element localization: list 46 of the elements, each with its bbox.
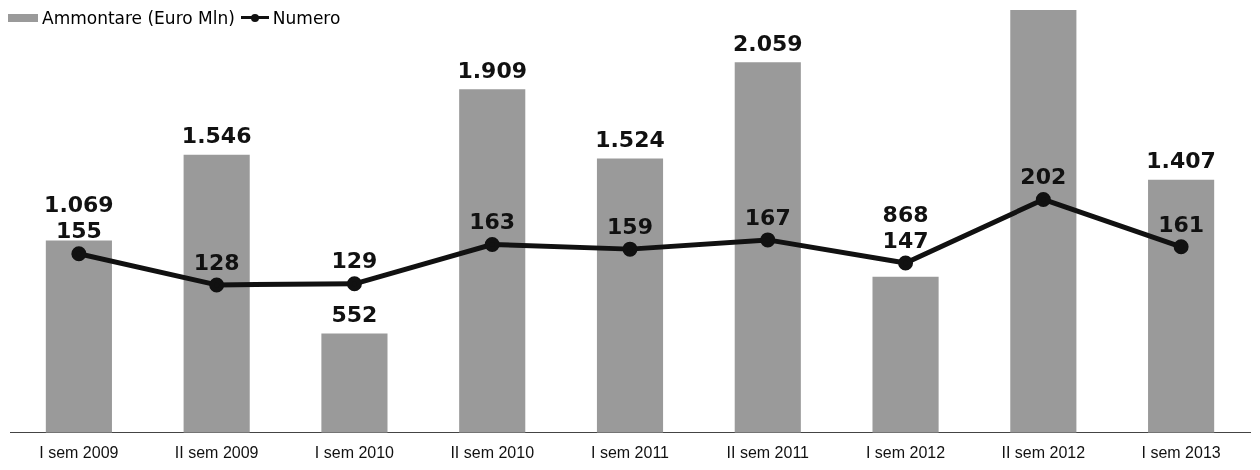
x-tick-label: II sem 2010 xyxy=(450,443,535,461)
data-label: 147 xyxy=(882,227,929,253)
x-tick-label: II sem 2009 xyxy=(174,443,259,461)
data-label: 128 xyxy=(193,249,240,275)
x-tick-label: I sem 2009 xyxy=(39,443,119,461)
data-label: 155 xyxy=(55,218,102,244)
bar xyxy=(321,333,388,433)
bar xyxy=(459,89,526,433)
point xyxy=(760,232,776,248)
point xyxy=(1173,239,1189,255)
x-tick-label: I sem 2011 xyxy=(591,443,670,461)
data-label: 1.524 xyxy=(595,127,665,153)
data-label: 161 xyxy=(1158,211,1205,237)
point xyxy=(622,241,638,257)
data-label: 159 xyxy=(607,213,653,239)
point xyxy=(346,276,362,292)
point xyxy=(71,246,87,262)
data-label: 1.069 xyxy=(44,192,114,218)
data-label: 129 xyxy=(331,248,378,274)
x-tick-label: I sem 2013 xyxy=(1141,443,1221,461)
bar xyxy=(45,240,112,433)
point xyxy=(209,277,225,293)
bar xyxy=(183,154,250,433)
bar xyxy=(872,276,939,433)
data-label: 868 xyxy=(882,201,929,227)
bar xyxy=(596,158,664,433)
data-label: 163 xyxy=(469,209,516,235)
point xyxy=(1035,191,1051,207)
point xyxy=(484,237,500,252)
bar xyxy=(1148,179,1215,433)
bar xyxy=(734,62,801,433)
data-label: 1.546 xyxy=(181,123,252,149)
legend-label: Numero xyxy=(272,8,341,28)
x-tick-label: I sem 2010 xyxy=(314,443,395,461)
data-label: 1.909 xyxy=(457,58,528,84)
data-label: 1.407 xyxy=(1146,148,1216,174)
x-tick-label: II sem 2012 xyxy=(1001,443,1086,461)
data-label: 552 xyxy=(331,302,378,328)
point xyxy=(898,255,914,271)
bar xyxy=(1010,10,1077,433)
data-label: 202 xyxy=(1020,164,1067,190)
x-tick-label: I sem 2012 xyxy=(865,443,946,461)
data-label: 2.059 xyxy=(732,31,803,57)
x-tick-label: II sem 2011 xyxy=(726,443,810,461)
data-label: 167 xyxy=(744,204,791,230)
legend-label: Ammontare (Euro Mln) xyxy=(42,8,235,28)
